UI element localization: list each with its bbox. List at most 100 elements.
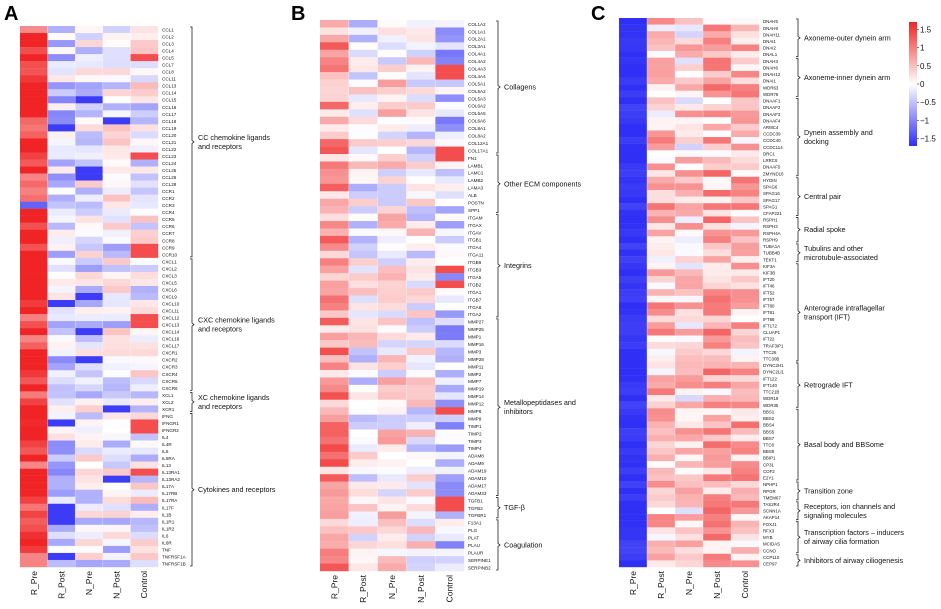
row-label: IFT22 xyxy=(763,337,775,342)
heatmap-cell xyxy=(377,131,407,140)
heatmap-cell xyxy=(320,198,349,207)
heatmap-cell xyxy=(703,282,732,290)
heatmap-cell xyxy=(130,468,159,476)
heatmap-cell xyxy=(703,447,732,455)
heatmap-cell xyxy=(348,407,378,415)
heatmap-cell xyxy=(348,317,378,326)
heatmap-cell xyxy=(619,388,648,396)
group-label: Coagulation xyxy=(504,540,542,549)
heatmap-cell xyxy=(435,124,465,132)
heatmap-cell xyxy=(619,481,648,488)
heatmap-cell xyxy=(47,454,76,462)
row-label: CCDC39 xyxy=(763,132,781,137)
heatmap-cell xyxy=(703,500,732,508)
heatmap-cell xyxy=(647,335,676,343)
row-label: DNAAF2 xyxy=(763,105,781,110)
heatmap-cell xyxy=(47,222,76,230)
heatmap-cell xyxy=(75,166,103,174)
heatmap-cell xyxy=(102,250,131,259)
heatmap-cell xyxy=(320,20,349,28)
heatmap-cell xyxy=(435,518,465,527)
heatmap-cell xyxy=(320,258,349,266)
row-label: COL4A3 xyxy=(468,66,486,71)
heatmap-cell xyxy=(20,398,48,406)
heatmap-cell xyxy=(619,447,648,455)
heatmap-cell xyxy=(647,110,676,118)
heatmap-cell xyxy=(619,103,648,111)
group-bracket xyxy=(496,519,501,571)
heatmap-cell xyxy=(320,27,349,36)
row-label: CCR10 xyxy=(162,252,178,257)
heatmap-cell xyxy=(619,44,648,52)
heatmap-cell xyxy=(75,328,103,336)
heatmap-cell xyxy=(406,518,436,527)
row-label: CXCL16 xyxy=(162,337,180,342)
heatmap-cell xyxy=(75,96,103,104)
row-label: MMP25 xyxy=(468,327,484,332)
heatmap-cell xyxy=(675,203,704,211)
heatmap-cell xyxy=(675,256,704,263)
row-label: ITGAM xyxy=(468,215,483,220)
row-label: ITGB1 xyxy=(468,238,482,243)
heatmap-cell xyxy=(130,412,159,420)
heatmap-cell xyxy=(675,163,704,171)
heatmap-cell xyxy=(47,531,76,540)
heatmap-cell xyxy=(130,208,159,216)
row-label: IL17A xyxy=(162,484,175,489)
heatmap-cell xyxy=(377,489,407,497)
heatmap-cell xyxy=(619,77,648,85)
heatmap-cell xyxy=(647,77,676,85)
heatmap-cell xyxy=(320,481,349,490)
heatmap-cell xyxy=(435,541,465,549)
heatmap-cell xyxy=(20,243,48,252)
row-label: CCL17 xyxy=(162,112,177,117)
heatmap-cell xyxy=(619,361,648,369)
heatmap-cell xyxy=(75,391,103,399)
row-label: IL17F xyxy=(162,505,174,510)
heatmap-cell xyxy=(320,57,349,65)
heatmap-cell xyxy=(675,137,704,144)
row-label: CCL22 xyxy=(162,147,177,152)
heatmap-cell xyxy=(102,531,131,540)
heatmap-cell xyxy=(102,285,131,294)
heatmap-cell xyxy=(619,355,648,363)
group-label: TGF-β xyxy=(504,503,525,512)
heatmap-cell xyxy=(435,176,465,185)
heatmap-cell xyxy=(647,328,676,336)
row-label: DNAH3 xyxy=(763,59,778,64)
heatmap-cell xyxy=(406,317,436,326)
heatmap-cell xyxy=(47,559,76,568)
group-label: Radial spoke xyxy=(804,225,846,234)
heatmap-cell xyxy=(675,216,704,224)
column-label: R_Post xyxy=(358,574,368,603)
heatmap-cell xyxy=(703,249,732,257)
heatmap-cell xyxy=(703,540,732,548)
heatmap-cell xyxy=(675,388,704,396)
heatmap-cell xyxy=(675,467,704,475)
heatmap-cell xyxy=(102,489,131,497)
heatmap-cell xyxy=(435,198,465,207)
heatmap-cell xyxy=(320,332,349,341)
heatmap-cell xyxy=(20,194,48,202)
heatmap-cell xyxy=(130,545,159,554)
heatmap-cell xyxy=(675,183,704,191)
heatmap-cell xyxy=(348,481,378,490)
heatmap-cell xyxy=(406,131,436,140)
heatmap-cell xyxy=(406,533,436,542)
heatmap-cell xyxy=(47,145,76,153)
row-label: MMP19 xyxy=(468,387,484,392)
heatmap-cell xyxy=(406,49,436,58)
heatmap-cell xyxy=(731,117,760,125)
heatmap-cell xyxy=(47,517,76,526)
heatmap-cell xyxy=(406,489,436,497)
heatmap-cell xyxy=(406,444,436,453)
heatmap-cell xyxy=(435,250,465,259)
heatmap-cell xyxy=(731,348,760,356)
heatmap-cell xyxy=(675,454,704,462)
heatmap-cell xyxy=(406,124,436,132)
heatmap-cell xyxy=(320,243,349,252)
row-label: IFT88 xyxy=(763,317,775,322)
row-label: MMP14 xyxy=(468,394,484,399)
heatmap-cell xyxy=(130,552,159,561)
heatmap-cell xyxy=(348,347,378,356)
